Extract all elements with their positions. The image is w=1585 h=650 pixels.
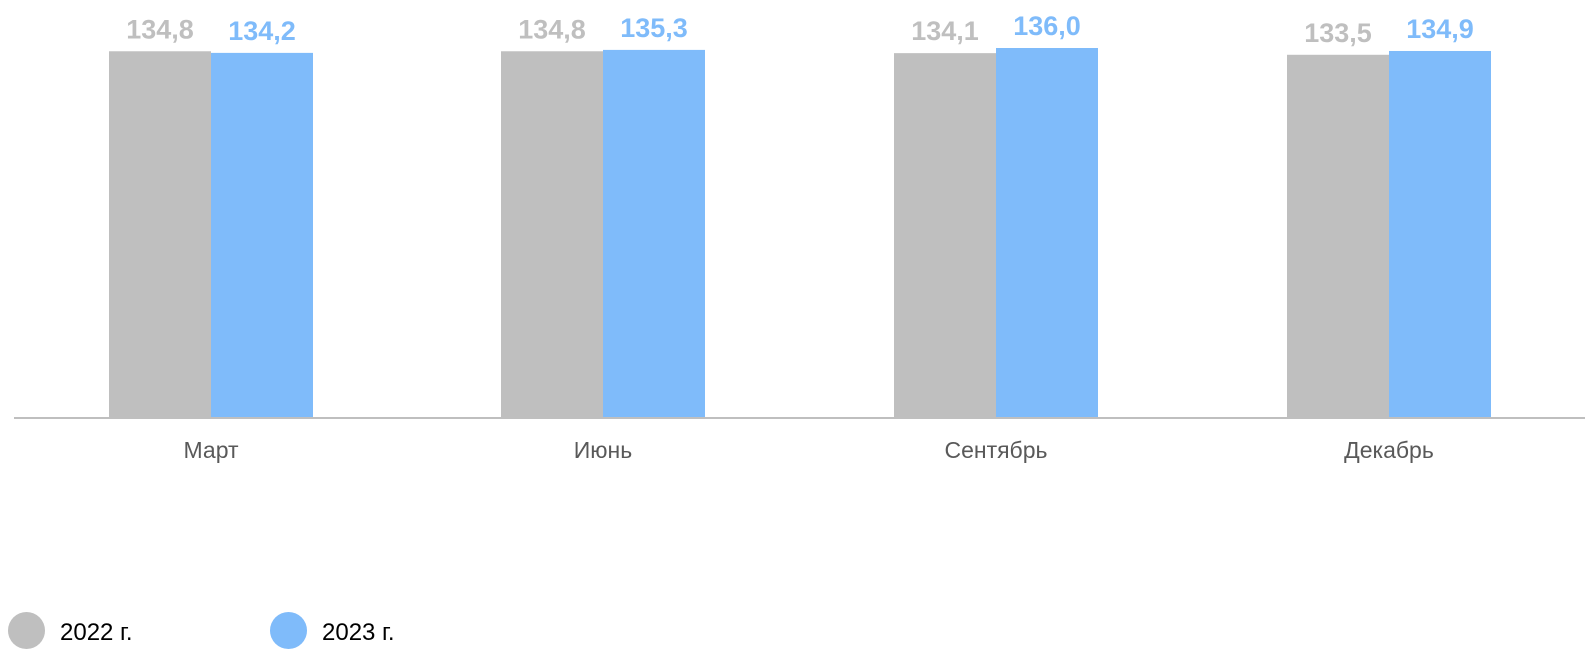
legend-label-2022: 2022 г. xyxy=(60,619,133,646)
data-label-2023-4: 134,9 xyxy=(1406,14,1474,44)
legend-label-2023: 2023 г. xyxy=(322,619,395,646)
bar-chart: 134,8 134,2 134,8 135,3 134,1 136,0 133,5 134,9… xyxy=(14,11,1585,463)
bar-2023-3 xyxy=(996,48,1098,417)
legend-swatch-2022 xyxy=(8,612,45,649)
bar-2023-2 xyxy=(603,49,705,418)
category-label-3: Сентябрь xyxy=(944,437,1047,463)
data-label-2023-1: 134,2 xyxy=(228,16,296,46)
legend-swatch-2023 xyxy=(270,612,307,649)
bar-2022-3 xyxy=(894,53,996,417)
data-label-2023-2: 135,3 xyxy=(620,13,688,43)
data-label-2022-3: 134,1 xyxy=(911,16,979,46)
bar-2022-1 xyxy=(109,51,211,417)
legend: 2022 г. 2023 г. xyxy=(0,612,600,650)
data-label-2023-3: 136,0 xyxy=(1013,11,1081,41)
category-label-2: Июнь xyxy=(574,437,632,463)
data-label-2022-4: 133,5 xyxy=(1304,18,1372,48)
bar-2022-2 xyxy=(501,51,603,417)
bar-2022-4 xyxy=(1287,54,1389,418)
bar-2023-4 xyxy=(1389,50,1491,417)
bar-2023-1 xyxy=(211,52,313,418)
data-label-2022-2: 134,8 xyxy=(518,14,586,44)
data-labels-layer: 134,8 134,2 134,8 135,3 134,1 136,0 133,5 134,9 xyxy=(126,11,1474,48)
bars-layer xyxy=(109,48,1491,418)
category-labels-layer: Март Июнь Сентябрь Декабрь xyxy=(183,437,1433,463)
category-label-1: Март xyxy=(183,437,238,463)
data-label-2022-1: 134,8 xyxy=(126,14,194,44)
category-label-4: Декабрь xyxy=(1344,437,1434,463)
